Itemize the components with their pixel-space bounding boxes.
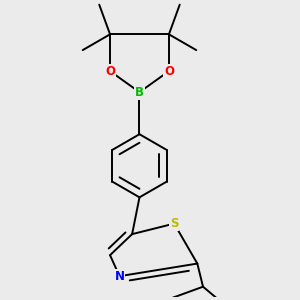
Text: S: S [170,217,178,230]
Text: O: O [164,64,174,78]
Text: N: N [115,270,124,283]
Text: B: B [135,86,144,99]
Text: O: O [105,64,115,78]
